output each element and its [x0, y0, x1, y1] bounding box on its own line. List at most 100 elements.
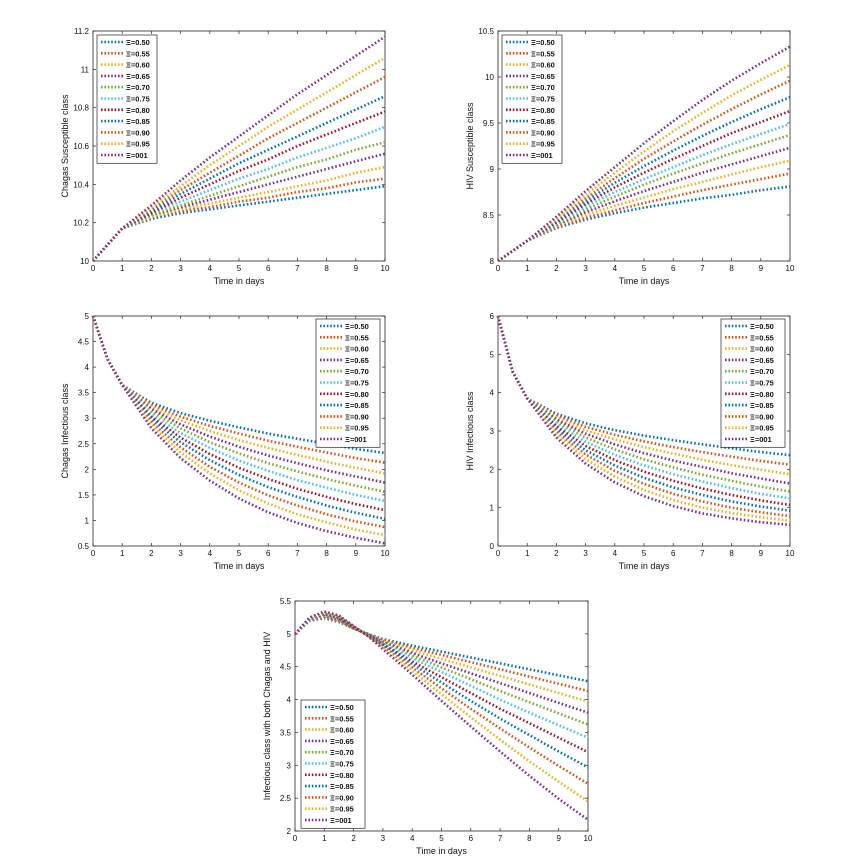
- x-tick-label: 5: [237, 549, 242, 558]
- series-line: [91, 315, 386, 464]
- y-tick-label: 1: [490, 504, 495, 513]
- x-tick-label: 2: [351, 834, 356, 843]
- legend-entry: Ξ=0.60: [126, 61, 150, 70]
- series-line: [92, 56, 386, 262]
- series-line: [91, 315, 386, 537]
- x-tick-label: 1: [120, 264, 125, 273]
- y-tick-label: 8.5: [483, 211, 495, 220]
- x-tick-label: 8: [324, 549, 329, 558]
- legend-entry: Ξ=0.85: [531, 117, 555, 126]
- x-tick-label: 4: [208, 549, 213, 558]
- y-tick-label: 3: [85, 414, 90, 423]
- legend-entry: Ξ=0.70: [750, 367, 774, 376]
- legend-entry: Ξ=0.95: [345, 424, 369, 433]
- x-axis-label: Time in days: [214, 276, 265, 286]
- series-line: [496, 315, 791, 507]
- legend-entry: Ξ=0.60: [345, 345, 369, 354]
- legend-entry: Ξ=0.55: [126, 49, 150, 58]
- series-line: [294, 610, 589, 803]
- legend-entry: Ξ=0.80: [330, 771, 354, 780]
- chart-hiv-susceptible: 0 1 2 3 4 5 6 7 8 9 10 8 8.5 9 9.5 10 10.5 Time in days HI…: [465, 27, 795, 286]
- x-tick-label: 1: [120, 549, 125, 558]
- x-tick-label: 1: [525, 549, 530, 558]
- x-tick-label: 8: [324, 264, 329, 273]
- x-tick-label: 5: [642, 549, 647, 558]
- series-line: [496, 315, 791, 522]
- x-tick-label: 10: [786, 264, 795, 273]
- series-line: [496, 315, 791, 457]
- x-tick-label: 5: [439, 834, 444, 843]
- legend-entry: Ξ=0.80: [750, 390, 774, 399]
- legend-box: [315, 318, 381, 448]
- series-line: [294, 612, 589, 769]
- series-line: [496, 315, 791, 493]
- legend-box: [720, 318, 786, 448]
- legend-entry: Ξ=0.90: [531, 128, 555, 137]
- legend-entry: Ξ=0.70: [330, 748, 354, 757]
- y-tick-label: 10.8: [73, 104, 89, 113]
- series-line: [92, 35, 386, 262]
- y-axis-label: Chagas Susceptible class: [60, 94, 70, 198]
- legend-entry: Ξ=0.55: [330, 714, 354, 723]
- x-tick-label: 4: [410, 834, 415, 843]
- legend-entry: Ξ=0.65: [330, 737, 354, 746]
- x-axis-label: Time in days: [619, 561, 670, 571]
- y-tick-label: 10: [485, 73, 494, 82]
- series-line: [294, 616, 589, 693]
- y-tick-label: 5: [490, 350, 495, 359]
- legend-entry: Ξ=0.90: [750, 412, 774, 421]
- x-tick-label: 3: [178, 549, 183, 558]
- legend-entry: Ξ=0.65: [531, 72, 555, 81]
- x-tick-label: 1: [322, 834, 327, 843]
- y-tick-label: 9.5: [483, 119, 495, 128]
- x-tick-label: 0: [293, 834, 298, 843]
- legend-entry: Ξ=001: [531, 151, 553, 160]
- x-tick-label: 6: [469, 834, 474, 843]
- y-tick-label: 5: [287, 630, 292, 639]
- series-line: [91, 315, 386, 529]
- legend-entry: Ξ=001: [330, 816, 352, 825]
- x-tick-label: 6: [671, 264, 676, 273]
- series-line: [91, 315, 386, 503]
- series-line: [496, 315, 791, 485]
- legend: Ξ=0.50 Ξ=0.55 Ξ=0.60 Ξ=0.65 Ξ=0.70 Ξ=0.75 Ξ=0.…: [720, 318, 786, 448]
- x-tick-label: 9: [354, 549, 359, 558]
- y-axis-label: Infectious class with both Chagas and HI…: [262, 632, 272, 801]
- legend-entry: Ξ=0.90: [126, 128, 150, 137]
- x-tick-label: 10: [584, 834, 593, 843]
- y-tick-label: 4: [490, 389, 495, 398]
- y-tick-label: 4: [287, 696, 292, 705]
- legend-entry: Ξ=0.65: [126, 72, 150, 81]
- x-tick-label: 8: [729, 264, 734, 273]
- legend-entry: Ξ=0.75: [345, 379, 369, 388]
- y-tick-label: 0.5: [78, 542, 90, 551]
- y-tick-label: 0: [490, 542, 495, 551]
- y-tick-label: 10: [80, 257, 89, 266]
- x-tick-label: 0: [91, 264, 96, 273]
- series-line: [294, 615, 589, 703]
- x-axis-label: Time in days: [416, 846, 467, 856]
- y-tick-label: 5: [85, 312, 90, 321]
- legend-entry: Ξ=0.70: [126, 83, 150, 92]
- legend-box: [501, 34, 563, 164]
- legend-entry: Ξ=0.75: [126, 95, 150, 104]
- x-tick-label: 2: [149, 549, 154, 558]
- series-line: [91, 315, 386, 545]
- legend-entry: Ξ=0.60: [330, 726, 354, 735]
- x-tick-label: 9: [556, 834, 561, 843]
- chart-chagas-infectious: 0 1 2 3 4 5 6 7 8 9 10 0.5 1 1.5 2 2.5 3 3.5 4 4.5 5 Time in …: [60, 312, 390, 571]
- legend-entry: Ξ=001: [345, 435, 367, 444]
- x-tick-label: 8: [527, 834, 532, 843]
- y-tick-label: 4.5: [280, 663, 292, 672]
- legend-entry: Ξ=0.75: [531, 95, 555, 104]
- y-tick-label: 11.2: [74, 27, 90, 36]
- legend-entry: Ξ=0.80: [345, 390, 369, 399]
- series-line: [496, 315, 791, 466]
- x-tick-label: 3: [381, 834, 386, 843]
- legend-entry: Ξ=0.85: [345, 401, 369, 410]
- x-tick-label: 10: [381, 549, 390, 558]
- legend-entry: Ξ=0.50: [750, 322, 774, 331]
- x-tick-label: 6: [671, 549, 676, 558]
